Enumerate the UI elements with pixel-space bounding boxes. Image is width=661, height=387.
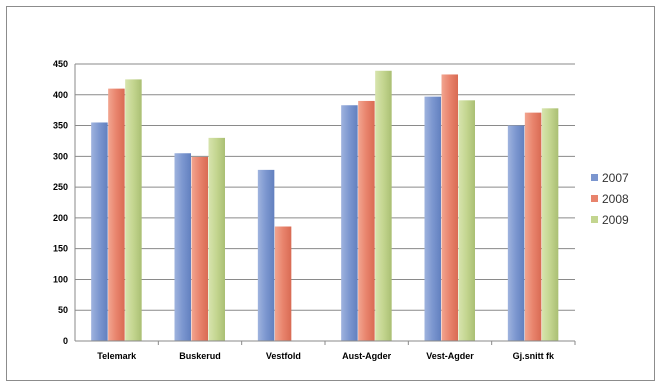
x-tick-label: Telemark	[97, 351, 137, 361]
y-tick-label: 150	[53, 244, 68, 254]
bar-2007-buskerud	[174, 153, 191, 341]
axes	[74, 64, 576, 345]
x-tick-label: Aust-Agder	[342, 351, 391, 361]
legend-swatch-2007	[591, 174, 598, 181]
bar-2007-gj-snitt-fk	[507, 125, 525, 341]
y-tick-label: 350	[53, 121, 68, 131]
y-tick-label: 400	[53, 90, 68, 100]
x-tick-label: Gj.snitt fk	[513, 351, 555, 361]
gridlines	[75, 63, 575, 311]
x-tick-label: Buskerud	[179, 351, 221, 361]
bar-2008-buskerud	[191, 156, 208, 341]
bar-2008-vest-agder	[441, 74, 458, 341]
bars	[91, 70, 559, 342]
bar-2007-aust-agder	[341, 105, 358, 342]
bar-2007-vestfold	[257, 169, 275, 341]
bar-2008-aust-agder	[358, 100, 375, 341]
bar-2009-gj-snitt-fk	[541, 108, 559, 341]
y-tick-label: 450	[53, 59, 68, 69]
bar-2009-buskerud	[208, 137, 225, 341]
legend-swatch-2009	[591, 216, 598, 223]
bar-2008-vestfold	[274, 226, 292, 341]
y-tick-labels: 0 50 100 150 200 250 300 350 400 450	[53, 59, 68, 346]
bar-2009-vest-agder	[458, 100, 475, 341]
bar-2008-telemark	[108, 88, 125, 341]
y-tick-label: 50	[58, 305, 68, 315]
legend-label-2009: 2009	[602, 213, 629, 227]
legend-swatch-2008	[591, 195, 598, 202]
bar-2009-aust-agder	[375, 70, 392, 341]
y-tick-label: 0	[63, 336, 68, 346]
bar-2008-gj-snitt-fk	[524, 112, 542, 341]
y-tick-label: 300	[53, 151, 68, 161]
bar-2009-telemark	[125, 79, 142, 341]
bar-2007-telemark	[91, 122, 108, 341]
y-tick-label: 100	[53, 274, 68, 284]
x-tick-label: Vest-Agder	[426, 351, 474, 361]
y-tick-label: 200	[53, 213, 68, 223]
legend-label-2008: 2008	[602, 192, 629, 206]
legend-label-2007: 2007	[602, 171, 629, 185]
y-tick-label: 250	[53, 182, 68, 192]
legend: 2007 2008 2009	[591, 171, 629, 227]
bar-2007-vest-agder	[424, 96, 441, 341]
x-tick-labels: Telemark Buskerud Vestfold Aust-Agder Vest-A…	[97, 351, 555, 361]
x-tick-label: Vestfold	[266, 351, 301, 361]
